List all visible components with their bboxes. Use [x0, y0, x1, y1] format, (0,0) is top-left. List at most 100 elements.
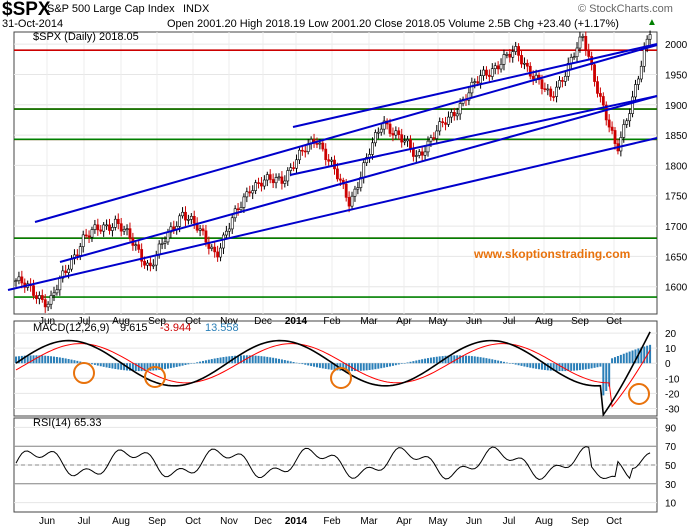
candle-body — [639, 65, 643, 80]
candle-body — [391, 133, 395, 136]
macd-hist-bar — [403, 363, 406, 364]
candle-body — [43, 299, 47, 308]
candle-body — [140, 249, 144, 262]
macd-hist-bar — [538, 363, 541, 370]
rsi-y-tick-3: 30 — [665, 480, 677, 491]
macd-hist-bar — [514, 363, 517, 365]
macd-hist-bar — [324, 363, 327, 369]
candle-body — [248, 191, 252, 194]
candle-body — [242, 196, 246, 208]
price-y-tick-3: 1750 — [665, 192, 688, 203]
candle-body — [17, 276, 21, 281]
bottom-x-tick-11: May — [429, 516, 448, 527]
macd-hist-bar — [421, 359, 424, 364]
candle-body — [543, 88, 547, 90]
macd-hist-bar — [90, 363, 93, 365]
candle-body — [487, 74, 491, 77]
macd-hist-bar — [315, 363, 318, 368]
price-x-tick-10: Apr — [396, 316, 412, 327]
macd-hist-bar — [427, 358, 430, 364]
candle-body — [166, 231, 170, 243]
macd-hist-bar — [275, 358, 278, 364]
macd-hist-bar — [169, 363, 172, 369]
macd-hist-bar — [555, 363, 558, 371]
candle-body — [634, 84, 637, 98]
macd-hist-bar — [394, 363, 397, 366]
candle-body — [528, 65, 532, 77]
macd-hist-bar — [266, 356, 269, 364]
macd-hist-bar — [377, 363, 380, 369]
candle-body — [105, 224, 108, 227]
candle-body — [230, 217, 234, 230]
bottom-x-tick-8: Feb — [323, 516, 341, 527]
macd-hist-bar — [520, 363, 523, 366]
macd-hist-bar — [47, 355, 50, 364]
price-y-tick-2: 1700 — [665, 222, 688, 233]
candle-body — [67, 268, 70, 273]
macd-hist-bar — [292, 362, 295, 364]
macd-hist-bar — [204, 360, 207, 364]
candle-body — [444, 122, 447, 125]
candle-body — [613, 130, 617, 144]
candle-body — [599, 93, 602, 97]
macd-hist-bar — [207, 359, 210, 364]
macd-hist-bar — [552, 363, 555, 371]
macd-hist-bar — [70, 359, 73, 364]
macd-hist-bar — [400, 363, 403, 364]
candle-body — [201, 228, 205, 232]
macd-hist-bar — [599, 363, 602, 367]
candle-body — [327, 159, 331, 162]
macd-hist-bar — [99, 363, 102, 367]
macd-hist-bar — [318, 363, 321, 368]
macd-hist-bar — [44, 355, 47, 364]
price-x-tick-1: Jul — [78, 316, 91, 327]
candle-body — [189, 216, 193, 220]
macd-hist-bar — [356, 363, 359, 371]
candle-body — [318, 142, 322, 145]
candle-body — [379, 128, 383, 133]
price-x-tick-0: Jun — [39, 316, 55, 327]
macd-hist-bar — [254, 355, 257, 364]
macd-hist-bar — [488, 358, 491, 364]
macd-hist-bar — [573, 363, 576, 371]
macd-hist-bar — [608, 363, 611, 387]
watermark-annotation: www.skoptionstrading.com — [473, 247, 630, 261]
candle-body — [441, 121, 445, 124]
macd-hist-bar — [543, 363, 546, 371]
candle-body — [239, 207, 243, 211]
bottom-x-tick-2: Aug — [112, 516, 130, 527]
price-legend: $SPX (Daily) 2018.05 — [33, 31, 139, 43]
macd-hist-bar — [96, 363, 99, 366]
macd-hist-bar — [634, 349, 637, 364]
macd-hist-bar — [491, 359, 494, 364]
candle-body — [70, 258, 73, 270]
price-y-tick-0: 1600 — [665, 283, 688, 294]
macd-y-tick-0: 20 — [665, 329, 677, 340]
macd-signal-line — [15, 343, 651, 408]
candle-body — [149, 262, 152, 267]
macd-hist-bar — [52, 356, 55, 364]
macd-hist-bar — [330, 363, 333, 370]
macd-hist-bar — [438, 356, 441, 364]
candle-body — [365, 157, 369, 164]
macd-hist-bar — [79, 361, 82, 364]
macd-hist-bar — [502, 361, 505, 364]
macd-hist-bar — [260, 356, 263, 364]
macd-hist-bar — [304, 363, 307, 365]
price-x-tick-12: Jun — [466, 316, 482, 327]
macd-hist-bar — [500, 361, 503, 364]
macd-hist-bar — [380, 363, 383, 369]
macd-hist-bar — [251, 355, 254, 364]
candle-body — [119, 223, 123, 232]
macd-circle-1 — [144, 366, 166, 388]
macd-hist-bar — [225, 356, 228, 364]
index-name: S&P 500 Large Cap Index — [47, 3, 175, 15]
macd-hist-bar — [567, 363, 570, 371]
date-label: 31-Oct-2014 — [2, 18, 64, 30]
macd-circle-2 — [330, 367, 352, 389]
macd-hist-bar — [470, 356, 473, 364]
macd-hist-bar — [26, 355, 29, 364]
candle-body — [552, 96, 556, 98]
macd-y-tick-3: -10 — [665, 374, 680, 385]
candle-body — [426, 140, 430, 153]
